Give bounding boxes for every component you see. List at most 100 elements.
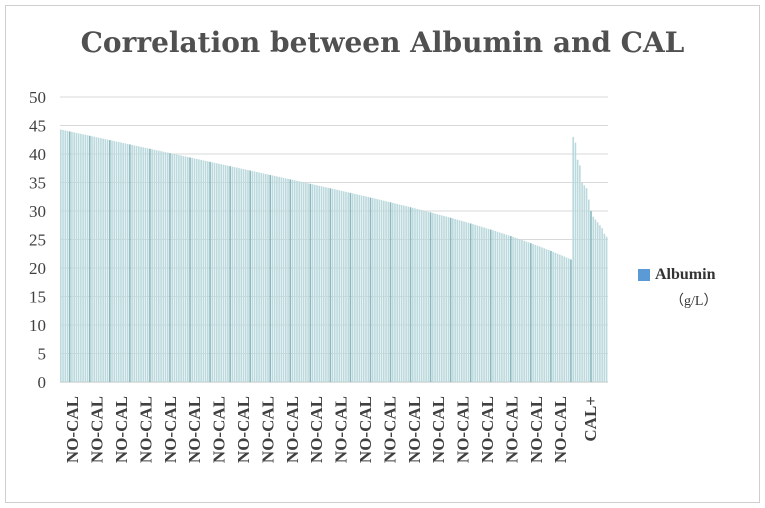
bar	[340, 190, 343, 382]
bar	[507, 235, 510, 382]
bar	[200, 159, 202, 382]
x-tick-label: NO-CAL	[136, 396, 155, 463]
bar	[469, 223, 472, 382]
bar	[463, 221, 465, 382]
bar	[456, 219, 459, 382]
bar	[88, 135, 91, 382]
bar	[109, 140, 111, 382]
bar	[144, 147, 147, 382]
bar	[175, 154, 178, 382]
bar	[467, 222, 470, 382]
bar	[104, 139, 107, 382]
x-tick-label: NO-CAL	[454, 396, 473, 463]
bar	[505, 234, 508, 382]
bar	[407, 206, 410, 382]
bar	[195, 158, 198, 382]
x-tick-label: NO-CAL	[185, 396, 204, 463]
bar	[483, 227, 485, 382]
bar	[316, 185, 318, 382]
bar	[198, 159, 200, 382]
bar	[543, 248, 546, 382]
bar	[305, 182, 307, 382]
bar	[62, 129, 64, 382]
x-tick-label: NO-CAL	[283, 396, 302, 463]
bar	[342, 191, 345, 382]
bar	[260, 172, 263, 382]
bar	[162, 151, 165, 382]
bar	[552, 251, 554, 382]
bar	[561, 255, 563, 382]
bar	[178, 155, 180, 382]
bar	[158, 150, 160, 382]
bar	[325, 187, 327, 382]
bar	[129, 144, 131, 382]
bar	[460, 220, 463, 382]
x-tick-label: NO-CAL	[405, 396, 424, 463]
bar	[472, 224, 474, 382]
bar	[383, 200, 385, 382]
bar	[124, 143, 127, 382]
bar	[68, 131, 71, 382]
bar	[387, 201, 390, 382]
bar	[84, 134, 87, 382]
bar	[220, 164, 223, 382]
bar	[574, 142, 577, 382]
bar	[351, 193, 354, 382]
bar	[309, 183, 312, 382]
bar	[86, 135, 89, 382]
bar	[440, 215, 443, 382]
bar	[369, 197, 372, 382]
bar	[403, 205, 405, 382]
bar	[420, 210, 423, 382]
bar	[530, 243, 532, 382]
x-tick-label: NO-CAL	[527, 396, 546, 463]
bar	[481, 226, 483, 382]
bar	[91, 136, 93, 382]
bar	[64, 130, 67, 382]
bar	[447, 217, 450, 382]
bar	[371, 198, 374, 382]
bar	[258, 172, 260, 382]
bar	[298, 181, 300, 382]
bar	[449, 217, 452, 382]
bar	[313, 184, 316, 382]
bar	[296, 180, 298, 382]
bar	[207, 161, 209, 382]
bar	[492, 230, 494, 382]
bar	[478, 226, 481, 382]
bar	[122, 143, 124, 382]
bar	[398, 204, 401, 382]
x-tick-label: CAL+	[581, 396, 600, 442]
bar	[244, 169, 247, 382]
bar	[227, 165, 229, 382]
bar	[111, 140, 113, 382]
bar	[133, 145, 136, 382]
bar	[140, 146, 142, 382]
bar	[131, 144, 133, 382]
bar	[601, 228, 603, 382]
bar	[411, 207, 414, 382]
bar	[222, 164, 225, 382]
bar	[360, 195, 363, 382]
legend-unit: （g/L）	[670, 294, 718, 309]
bar	[443, 215, 445, 382]
bar	[278, 176, 280, 382]
bar	[289, 179, 292, 382]
bar	[394, 203, 396, 382]
y-tick-label: 35	[29, 174, 46, 193]
y-tick-label: 5	[38, 345, 47, 364]
bar	[487, 228, 490, 382]
bar	[458, 220, 461, 382]
bar	[229, 166, 231, 382]
bar	[322, 186, 325, 382]
bar	[240, 168, 243, 382]
bar	[414, 208, 416, 382]
y-tick-label: 40	[29, 145, 46, 164]
bar	[215, 163, 218, 382]
bar	[427, 211, 430, 382]
bar	[585, 188, 588, 382]
bar	[599, 225, 601, 382]
bar	[512, 236, 514, 382]
bar	[489, 229, 492, 382]
bar	[376, 199, 378, 382]
